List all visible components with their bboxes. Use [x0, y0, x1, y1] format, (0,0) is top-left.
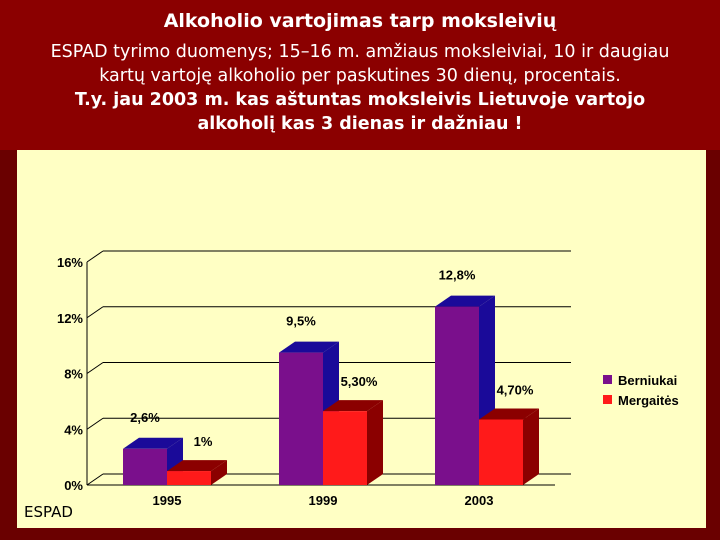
bar-boys-1995-top [123, 437, 183, 449]
subtitle-line-2: kartų vartoję alkoholio per paskutines 3… [99, 66, 621, 86]
subtitle-line-1: ESPAD tyrimo duomenys; 15–16 m. amžiaus … [50, 42, 670, 62]
bar-girls-2003-value-label: 4,70% [497, 382, 534, 397]
slide-subtitle: ESPAD tyrimo duomenys; 15–16 m. amžiaus … [20, 40, 700, 136]
chart-panel: 0% 4% 8% 12% 16% 2,6% 1% 1995 9,5% 5,30% 1999 12,8%… [17, 150, 706, 528]
bar-girls-1995-top [167, 460, 227, 472]
bar-boys-2003 [435, 306, 479, 485]
bar-girls-2003-side [523, 408, 539, 485]
bar-girls-1999 [323, 411, 367, 485]
emphasis-line-1: T.y. jau 2003 m. kas aštuntas moksleivis… [74, 90, 646, 110]
grid-diagonal [86, 417, 104, 430]
bar-girls-1999-value-label: 5,30% [341, 374, 378, 389]
bar-boys-1995-value-label: 2,6% [130, 410, 160, 425]
legend-swatch-1 [603, 395, 612, 404]
y-tick-label: 8% [64, 367, 83, 382]
bottom-frame [0, 528, 720, 540]
grid-diagonal [86, 362, 104, 374]
bar-girls-1995-side [211, 460, 227, 485]
y-tick-label: 16% [57, 255, 83, 270]
left-frame [0, 150, 17, 540]
bar-girls-1999-top [323, 400, 383, 412]
bar-girls-1999-side [367, 400, 383, 485]
bar-boys-2003-top [435, 295, 495, 307]
bar-boys-1995 [123, 448, 167, 485]
right-frame [706, 150, 720, 540]
source-label: ESPAD [24, 503, 73, 521]
emphasis-line-2: alkoholį kas 3 dienas ir dažniau ! [197, 114, 523, 134]
grid-diagonal [86, 306, 104, 319]
x-tick-label: 1995 [153, 493, 182, 508]
bar-boys-1999-value-label: 9,5% [286, 314, 316, 329]
bar-girls-2003 [479, 419, 523, 485]
y-tick-label: 12% [57, 311, 83, 326]
legend-label-0: Berniukai [618, 373, 677, 388]
bar-girls-2003-top [479, 408, 539, 420]
slide-header: Alkoholio vartojimas tarp moksleivių ESP… [0, 0, 720, 150]
bar-boys-1999 [279, 352, 323, 485]
slide-title: Alkoholio vartojimas tarp moksleivių [163, 10, 557, 32]
x-tick-label: 1999 [309, 493, 338, 508]
legend-swatch-0 [603, 375, 612, 384]
bar-girls-1995 [167, 471, 211, 485]
bar-boys-2003-value-label: 12,8% [439, 268, 476, 283]
x-tick-label: 2003 [465, 493, 494, 508]
grid-diagonal [86, 250, 104, 263]
bar-girls-1995-value-label: 1% [194, 434, 213, 449]
grid-diagonal [86, 473, 104, 486]
y-tick-label: 0% [64, 478, 83, 493]
bar-boys-1999-top [279, 341, 339, 353]
legend-label-1: Mergaitės [618, 393, 679, 408]
bar-chart: 0% 4% 8% 12% 16% 2,6% 1% 1995 9,5% 5,30% 1999 12,8%… [57, 250, 679, 508]
y-tick-label: 4% [64, 422, 83, 437]
